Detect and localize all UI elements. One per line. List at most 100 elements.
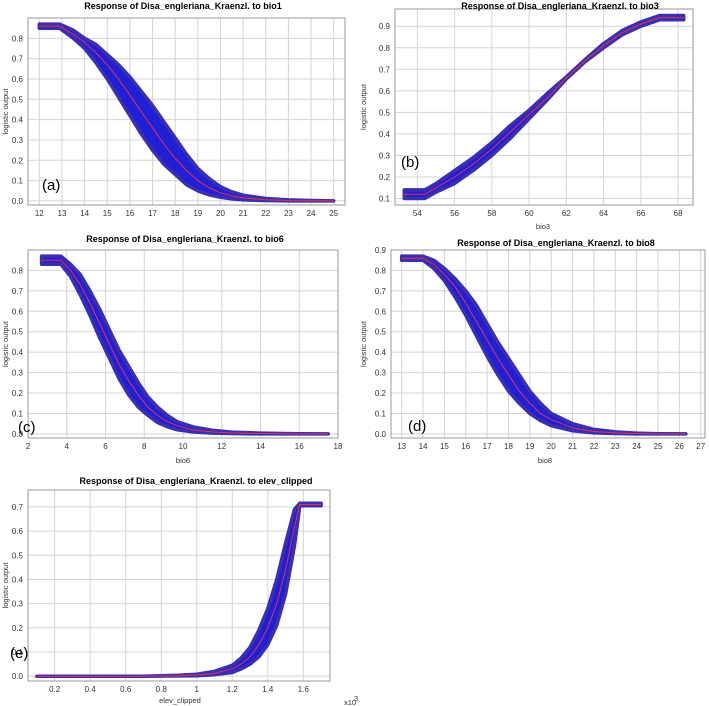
- panel-label: (b): [401, 154, 419, 171]
- x-axis-multiplier: x10: [344, 698, 356, 706]
- x-tick-label: 0.6: [120, 685, 132, 694]
- chart-title: Response of Disa_engleriana_Kraenzl. to …: [86, 234, 284, 244]
- x-tick-label: 19: [193, 209, 202, 218]
- y-tick-label: 0.0: [12, 197, 24, 206]
- y-tick-label: 0.6: [379, 87, 391, 96]
- mean-response-line: [401, 257, 686, 435]
- plot-frame: [394, 8, 694, 206]
- x-tick-label: 6: [103, 442, 108, 451]
- panel-label: (d): [408, 418, 426, 435]
- x-tick-label: 54: [413, 209, 422, 218]
- mean-response-line: [36, 504, 322, 677]
- y-tick-label: 0.8: [12, 34, 24, 43]
- x-tick-label: 19: [525, 442, 534, 451]
- x-tick-label: 1.6: [298, 685, 310, 694]
- y-tick-label: 0.7: [379, 65, 391, 74]
- confidence-band: [39, 254, 331, 436]
- y-tick-label: 0.0: [12, 672, 24, 681]
- y-tick-label: 0.7: [12, 503, 24, 512]
- x-tick-label: 23: [284, 209, 293, 218]
- x-tick-label: 18: [171, 209, 180, 218]
- y-tick-label: 0.5: [12, 95, 24, 104]
- y-tick-label: 0.8: [379, 44, 391, 53]
- y-axis-label: logistic output: [1, 88, 10, 135]
- panel-label: (a): [42, 177, 60, 194]
- y-axis-label: logistic output: [1, 562, 10, 609]
- x-tick-label: 66: [636, 209, 645, 218]
- y-tick-label: 0.1: [12, 648, 24, 657]
- y-tick-label: 0.6: [375, 307, 387, 316]
- x-tick-label: 16: [125, 209, 134, 218]
- x-tick-label: 58: [487, 209, 496, 218]
- mean-response-line: [404, 17, 684, 195]
- x-tick-label: 27: [696, 442, 705, 451]
- x-tick-label: 64: [599, 209, 608, 218]
- panel-label: (c): [18, 419, 36, 436]
- x-tick-label: 15: [103, 209, 112, 218]
- x-tick-label: 22: [589, 442, 598, 451]
- y-tick-label: 0.8: [375, 266, 387, 275]
- confidence-band: [35, 501, 323, 678]
- y-tick-label: 0.5: [12, 328, 24, 337]
- x-tick-label: 10: [179, 442, 188, 451]
- y-tick-label: 0.1: [375, 409, 387, 418]
- y-tick-label: 0.5: [12, 551, 24, 560]
- y-tick-label: 0.0: [375, 430, 387, 439]
- chart-title: Response of Disa_engleriana_Kraenzl. to …: [79, 476, 312, 486]
- x-tick-label: 17: [483, 442, 492, 451]
- y-tick-label: 0.1: [12, 409, 24, 418]
- x-axis-multiplier-exponent: 3: [354, 694, 358, 703]
- chart-title: Response of Disa_engleriana_Kraenzl. to …: [461, 1, 659, 11]
- x-tick-label: 4: [65, 442, 70, 451]
- panel-e: 0.2 0.4 0.6 0.8 1 1.2 1.4 1.6 0.0 0.1 0.2 0.3 0.4 0.5…: [1, 476, 358, 706]
- x-tick-label: 25: [654, 442, 663, 451]
- y-tick-label: 0.5: [375, 328, 387, 337]
- x-tick-label: 14: [419, 442, 428, 451]
- y-tick-label: 0.3: [12, 600, 24, 609]
- confidence-band: [37, 22, 336, 203]
- x-tick-label: 15: [440, 442, 449, 451]
- x-tick-label: 25: [329, 209, 338, 218]
- y-tick-label: 0.2: [379, 173, 391, 182]
- y-tick-label: 0.2: [12, 156, 24, 165]
- plot-frame: [390, 249, 706, 439]
- x-axis-label: bio6: [176, 456, 190, 465]
- x-tick-label: 20: [547, 442, 556, 451]
- plot-frame: [27, 489, 331, 682]
- x-tick-label: 18: [334, 442, 343, 451]
- y-tick-label: 0.7: [375, 287, 387, 296]
- chart-title: Response of Disa_engleriana_Kraenzl. to …: [457, 238, 655, 248]
- x-tick-label: 1.2: [227, 685, 239, 694]
- x-tick-label: 12: [217, 442, 226, 451]
- y-tick-label: 0.7: [12, 55, 24, 64]
- mean-response-line: [39, 25, 334, 202]
- x-axis-label: elev_clipped: [159, 696, 201, 705]
- x-tick-label: 2: [26, 442, 31, 451]
- x-tick-label: 13: [58, 209, 67, 218]
- panel-a: 12 13 14 15 16 17 18 19 20 21 22 23 24 25 0.0 0.1 0.2 0.3…: [1, 1, 346, 218]
- y-tick-label: 0.6: [12, 75, 24, 84]
- x-tick-label: 62: [562, 209, 571, 218]
- x-tick-label: 12: [35, 209, 44, 218]
- x-tick-label: 0.2: [49, 685, 61, 694]
- y-tick-label: 0.3: [12, 369, 24, 378]
- x-tick-label: 21: [568, 442, 577, 451]
- y-tick-label: 0.2: [12, 624, 24, 633]
- x-tick-label: 14: [80, 209, 89, 218]
- y-axis-label: logistic output: [359, 83, 368, 130]
- x-tick-label: 17: [148, 209, 157, 218]
- panel-d: 13 14 15 16 17 18 19 20 21 22 23 24 25 26 27 0.0 0.1 0.2 0…: [359, 238, 706, 465]
- x-tick-label: 21: [239, 209, 248, 218]
- y-tick-label: 0.9: [375, 246, 387, 255]
- y-tick-label: 0.3: [379, 151, 391, 160]
- x-tick-label: 0.8: [156, 685, 168, 694]
- x-tick-label: 14: [256, 442, 265, 451]
- x-tick-label: 0.4: [85, 685, 97, 694]
- mean-response-line: [41, 259, 329, 435]
- y-tick-label: 0.0: [12, 430, 24, 439]
- panel-b: 54 56 58 60 62 64 66 68 0.1 0.2 0.3 0.4 0.5 0.6 0.7 0.8…: [359, 1, 694, 231]
- y-tick-label: 0.5: [379, 108, 391, 117]
- x-tick-label: 16: [461, 442, 470, 451]
- y-tick-label: 0.8: [12, 266, 24, 275]
- y-tick-label: 0.2: [375, 389, 387, 398]
